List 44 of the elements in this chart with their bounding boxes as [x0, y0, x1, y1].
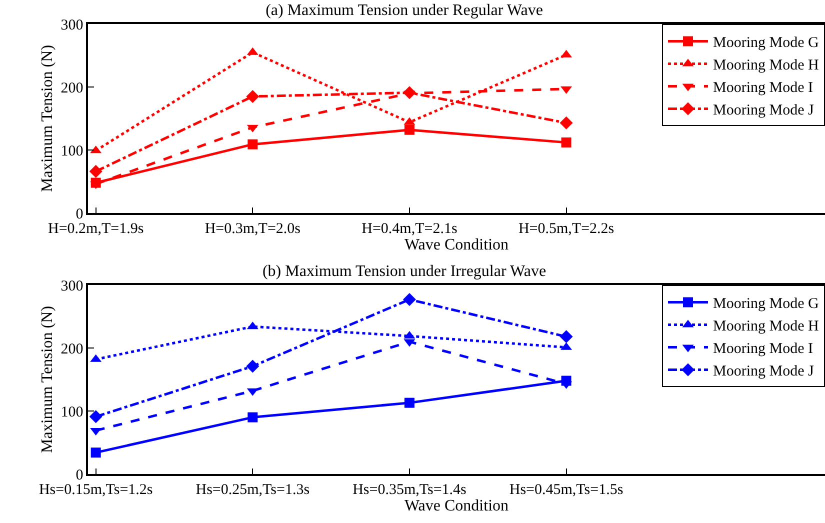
x-axis-title: Wave Condition — [404, 236, 509, 254]
legend-label: Mooring Mode J — [713, 364, 814, 380]
y-axis-title: Maximum Tension (N) — [39, 306, 56, 454]
point — [561, 137, 572, 148]
x-tick-label: Hs=0.35m,Ts=1.4s — [352, 482, 467, 498]
x-tick-label: Hs=0.15m,Ts=1.2s — [38, 482, 153, 498]
point — [89, 164, 102, 178]
legend-label: Mooring Mode G — [713, 35, 819, 52]
chart-title: (b) Maximum Tension under Irregular Wave — [262, 263, 546, 280]
legend-label: Mooring Mode G — [713, 296, 819, 312]
point — [404, 124, 414, 135]
y-tick-label: 200 — [60, 80, 84, 96]
x-tick-label: Hs=0.25m,Ts=1.3s — [196, 482, 310, 498]
y-tick-label: 100 — [60, 404, 84, 420]
x-tick-label: H=0.3m,T=2.0s — [204, 220, 301, 237]
legend-label: Mooring Mode H — [713, 58, 819, 74]
point — [402, 292, 416, 306]
legend-label: Mooring Mode J — [713, 102, 814, 119]
point — [246, 90, 260, 103]
legend-label: Mooring Mode I — [713, 80, 813, 96]
point — [402, 86, 416, 100]
y-tick-label: 0 — [76, 206, 84, 222]
y-axis-title: Maximum Tension (N) — [39, 44, 56, 192]
x-tick-label: H=0.4m,T=2.1s — [362, 220, 458, 237]
y-tick-label: 100 — [60, 143, 84, 160]
legend-label: Mooring Mode I — [713, 341, 813, 358]
point — [90, 448, 101, 458]
legend-label: Mooring Mode H — [713, 318, 819, 335]
chart-title: (a) Maximum Tension under Regular Wave — [266, 2, 543, 20]
point — [89, 410, 102, 424]
point — [246, 360, 260, 373]
y-tick-label: 200 — [60, 341, 84, 358]
point — [560, 330, 573, 344]
y-tick-label: 300 — [60, 17, 84, 34]
y-tick-label: 300 — [60, 278, 84, 294]
point — [404, 398, 414, 408]
x-tick-label: H=0.5m,T=2.2s — [518, 220, 614, 237]
point — [248, 139, 258, 150]
y-tick-label: 0 — [76, 467, 84, 484]
x-axis-title: Wave Condition — [404, 498, 509, 515]
x-tick-label: H=0.2m,T=1.9s — [48, 220, 144, 237]
point — [248, 412, 258, 422]
point — [560, 116, 573, 130]
x-tick-label: Hs=0.45m,Ts=1.5s — [509, 482, 624, 498]
